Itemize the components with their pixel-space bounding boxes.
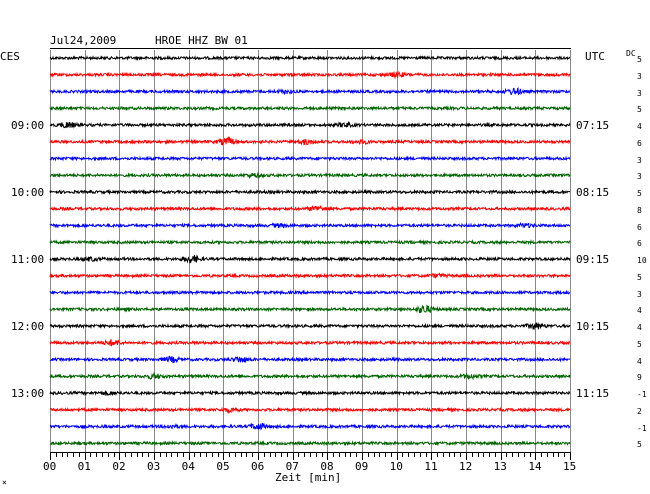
trace-15 (49, 304, 571, 314)
dc-offset-13: 5 (637, 272, 642, 282)
x-tick-label-04: 04 (181, 460, 195, 473)
left-time-label-0: 09:00 (11, 119, 45, 132)
trace-18 (49, 355, 571, 364)
trace-14 (49, 289, 571, 296)
dc-offset-16: 4 (637, 323, 642, 332)
right-time-label-1: 08:15 (576, 186, 610, 199)
trace-6 (49, 155, 571, 162)
dc-offset-4: 4 (637, 122, 642, 131)
dc-offset-23: 5 (637, 440, 642, 450)
dc-offset-22: -1 (637, 423, 647, 433)
trace-0 (49, 54, 571, 62)
left-zone-label: CES (0, 50, 20, 63)
right-time-label-4: 11:15 (576, 387, 610, 400)
right-time-label-2: 09:15 (576, 253, 610, 266)
x-tick-label-05: 05 (216, 460, 230, 473)
dc-offset-18: 4 (637, 356, 642, 366)
dc-offset-6: 3 (637, 155, 642, 165)
left-time-label-3: 12:00 (11, 320, 45, 333)
dc-offset-12: 10 (637, 256, 647, 265)
date-label: Jul24,2009 (50, 34, 117, 47)
dc-header-label: DC (626, 49, 636, 58)
dc-offset-7: 3 (637, 172, 642, 182)
trace-20 (49, 389, 571, 397)
trace-7 (49, 171, 571, 180)
trace-3 (49, 105, 571, 112)
dc-offset-20: -1 (637, 390, 647, 399)
left-time-label-1: 10:00 (11, 186, 45, 199)
left-time-label-2: 11:00 (11, 253, 45, 266)
x-tick-label-03: 03 (147, 460, 161, 473)
x-tick-label-10: 10 (389, 460, 403, 473)
corner-mark: × (2, 478, 7, 487)
x-tick-label-01: 01 (77, 460, 91, 473)
dc-offset-1: 3 (637, 71, 642, 81)
right-time-label-0: 07:15 (576, 119, 610, 132)
trace-19 (49, 372, 571, 381)
trace-4 (49, 120, 571, 129)
minute-grid (50, 48, 571, 452)
dc-offset-15: 4 (637, 306, 642, 316)
dc-offset-0: 5 (637, 55, 642, 64)
trace-5 (49, 135, 571, 146)
x-tick-label-06: 06 (251, 460, 265, 473)
right-zone-label: UTC (585, 50, 605, 63)
trace-11 (49, 239, 571, 246)
x-tick-label-00: 00 (43, 460, 57, 473)
dc-offset-10: 6 (637, 222, 642, 232)
trace-22 (49, 422, 571, 431)
x-tick-label-09: 09 (355, 460, 369, 473)
dc-offset-11: 6 (637, 239, 642, 249)
trace-9 (49, 204, 571, 212)
x-tick-label-02: 02 (112, 460, 126, 473)
dc-offset-5: 6 (637, 138, 642, 148)
dc-offset-14: 3 (637, 289, 642, 299)
trace-10 (49, 221, 571, 229)
x-axis-label: Zeit [min] (275, 471, 342, 484)
trace-2 (49, 87, 571, 96)
dc-offset-8: 5 (637, 189, 642, 198)
right-time-label-3: 10:15 (576, 320, 610, 333)
station-label: HROE HHZ BW 01 (155, 34, 248, 47)
x-tick-label-11: 11 (424, 460, 438, 473)
x-tick-label-08: 08 (320, 460, 334, 473)
time-axis (50, 452, 571, 460)
dc-offset-9: 8 (637, 205, 642, 215)
trace-21 (49, 406, 571, 415)
traces-layer (49, 54, 571, 447)
trace-12 (49, 254, 571, 264)
dc-offset-2: 3 (637, 88, 642, 98)
trace-17 (49, 339, 571, 347)
trace-8 (49, 188, 571, 196)
x-tick-label-14: 14 (528, 460, 542, 473)
x-tick-label-13: 13 (493, 460, 507, 473)
x-tick-label-15: 15 (563, 460, 577, 473)
dc-offset-17: 5 (637, 339, 642, 349)
x-tick-label-07: 07 (285, 460, 299, 473)
trace-16 (49, 321, 571, 331)
dc-offset-21: 2 (637, 406, 642, 416)
dc-offset-3: 5 (637, 105, 642, 115)
left-time-label-4: 13:00 (11, 387, 45, 400)
trace-23 (49, 440, 571, 447)
trace-13 (49, 272, 571, 280)
x-tick-label-12: 12 (459, 460, 473, 473)
trace-1 (49, 70, 571, 80)
dc-offset-19: 9 (637, 373, 642, 383)
